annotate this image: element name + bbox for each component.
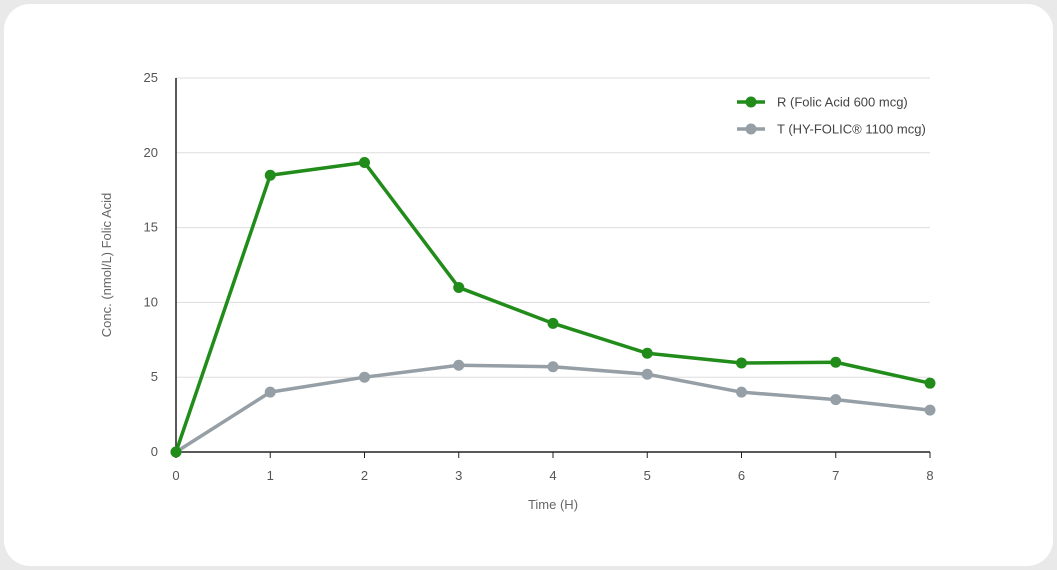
series-t: [170, 359, 936, 458]
chart-card: 0 5 10 15 20 25 0 1 2 3 4 5 6 7 8 Time (H) Conc. (nmo…: [4, 4, 1053, 566]
series-r: [170, 157, 936, 458]
data-point: [830, 356, 842, 368]
x-tick-label: 4: [549, 468, 556, 483]
data-point: [453, 359, 465, 371]
legend-item: R (Folic Acid 600 mcg): [737, 95, 908, 110]
series-lines: [170, 157, 936, 458]
x-tick-label: 3: [455, 468, 462, 483]
x-tick-label: 0: [172, 468, 179, 483]
data-point: [641, 347, 653, 359]
x-tick-label: 6: [738, 468, 745, 483]
y-tick-label: 0: [151, 444, 158, 459]
y-tick-labels: 0 5 10 15 20 25: [144, 70, 158, 459]
data-point: [830, 394, 842, 406]
data-point: [359, 371, 370, 383]
y-axis-label: Conc. (nmol/L) Folic Acid: [99, 193, 114, 338]
data-point: [547, 361, 559, 373]
data-point: [453, 281, 465, 293]
x-axis-label: Time (H): [528, 497, 578, 512]
series-line: [175, 363, 931, 454]
y-tick-label: 15: [144, 220, 158, 235]
legend-marker: [745, 123, 757, 135]
x-tick-label: 2: [361, 468, 368, 483]
data-point: [736, 386, 747, 398]
data-point: [264, 169, 276, 181]
series-line: [174, 160, 931, 453]
legend-label: R (Folic Acid 600 mcg): [777, 95, 908, 110]
x-tick-label: 1: [267, 468, 274, 483]
x-tick-label: 8: [926, 468, 933, 483]
data-point: [924, 404, 936, 416]
y-tick-label: 20: [144, 145, 158, 160]
y-tick-label: 25: [144, 70, 158, 85]
x-tick-label: 7: [832, 468, 839, 483]
legend-marker: [745, 96, 757, 108]
y-tick-label: 10: [144, 294, 158, 309]
data-point: [264, 386, 276, 398]
data-point: [736, 357, 747, 369]
legend-item: T (HY-FOLIC® 1100 mcg): [737, 122, 926, 137]
y-tick-label: 5: [151, 369, 158, 384]
legend-label: T (HY-FOLIC® 1100 mcg): [777, 122, 926, 137]
x-tick-label: 5: [644, 468, 651, 483]
data-point: [641, 368, 653, 380]
gridlines: [176, 77, 930, 378]
line-chart: 0 5 10 15 20 25 0 1 2 3 4 5 6 7 8 Time (H) Conc. (nmo…: [99, 70, 936, 512]
legend: R (Folic Acid 600 mcg) T (HY-FOLIC® 1100 …: [737, 95, 926, 137]
x-tick-labels: 0 1 2 3 4 5 6 7 8: [172, 452, 934, 483]
data-point: [170, 446, 182, 458]
data-point: [924, 377, 936, 389]
data-point: [359, 157, 370, 169]
data-point: [547, 317, 559, 329]
